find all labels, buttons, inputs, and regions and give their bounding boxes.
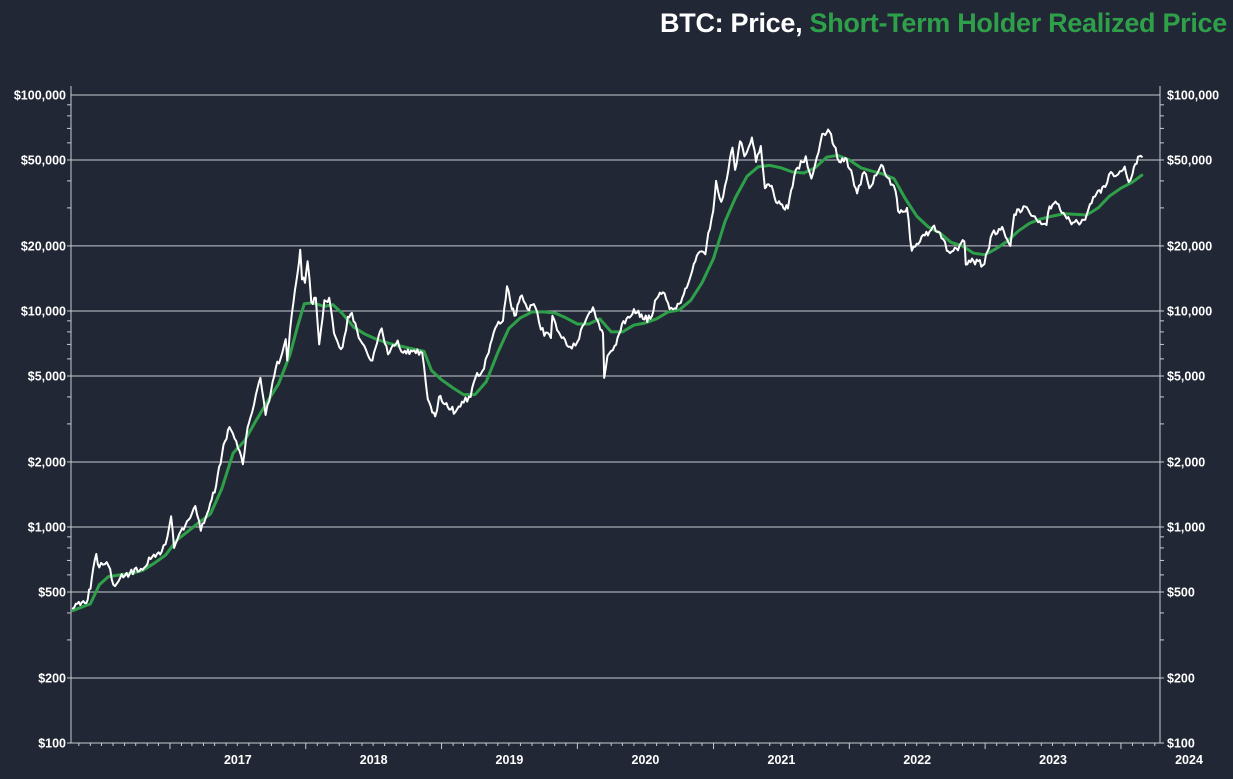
y-tick-label-left: $50,000 xyxy=(21,153,66,167)
y-tick-label-right: $2,000 xyxy=(1167,455,1205,469)
x-tick-label-2018: 2018 xyxy=(360,753,388,767)
series-line-price xyxy=(71,128,1143,610)
x-tick-label-2022: 2022 xyxy=(903,753,931,767)
y-tick-label-right: $200 xyxy=(1167,671,1195,685)
y-tick-label-left: $5,000 xyxy=(28,369,66,383)
y-tick-label-right: $20,000 xyxy=(1167,239,1212,253)
series-line-short-term-holder-realized-price xyxy=(71,153,1144,613)
y-tick-label-left: $100,000 xyxy=(14,88,66,102)
x-tick-label-2020: 2020 xyxy=(632,753,660,767)
y-tick-label-right: $100 xyxy=(1167,737,1195,751)
chart-title-sth: Short-Term Holder Realized Price xyxy=(809,8,1227,38)
x-tick-label-2017: 2017 xyxy=(224,753,252,767)
y-tick-label-left: $2,000 xyxy=(28,455,66,469)
y-tick-label-right: $10,000 xyxy=(1167,304,1212,318)
y-tick-label-right: $50,000 xyxy=(1167,153,1212,167)
x-tick-label-2023: 2023 xyxy=(1039,753,1067,767)
y-tick-label-left: $20,000 xyxy=(21,239,66,253)
y-tick-label-right: $500 xyxy=(1167,586,1195,600)
y-tick-label-left: $200 xyxy=(38,671,66,685)
grid-lines xyxy=(71,94,1160,744)
series xyxy=(71,128,1144,613)
y-tick-label-left: $1,000 xyxy=(28,520,66,534)
x-tick-label-2021: 2021 xyxy=(768,753,796,767)
axes xyxy=(67,86,1164,749)
y-tick-label-left: $10,000 xyxy=(21,304,66,318)
chart-title: BTC: Price, Short-Term Holder Realized P… xyxy=(660,8,1227,39)
x-tick-label-2024: 2024 xyxy=(1175,753,1203,767)
x-tick-label-2019: 2019 xyxy=(496,753,524,767)
y-tick-label-left: $100 xyxy=(38,737,66,751)
y-tick-label-left: $500 xyxy=(38,586,66,600)
y-axis-left-labels: $100 $200 $500 $1,000 $2,000 $5,000 $10,000 $20… xyxy=(14,88,66,750)
y-tick-label-right: $5,000 xyxy=(1167,369,1205,383)
x-axis-labels: 2017 2018 2019 2020 2021 2022 2023 2024 xyxy=(224,753,1203,767)
chart-title-price: BTC: Price, xyxy=(660,8,803,38)
y-tick-label-right: $1,000 xyxy=(1167,520,1205,534)
y-tick-label-right: $100,000 xyxy=(1167,88,1219,102)
y-axis-right-labels: $100 $200 $500 $1,000 $2,000 $5,000 $10,000 $20… xyxy=(1167,88,1219,750)
